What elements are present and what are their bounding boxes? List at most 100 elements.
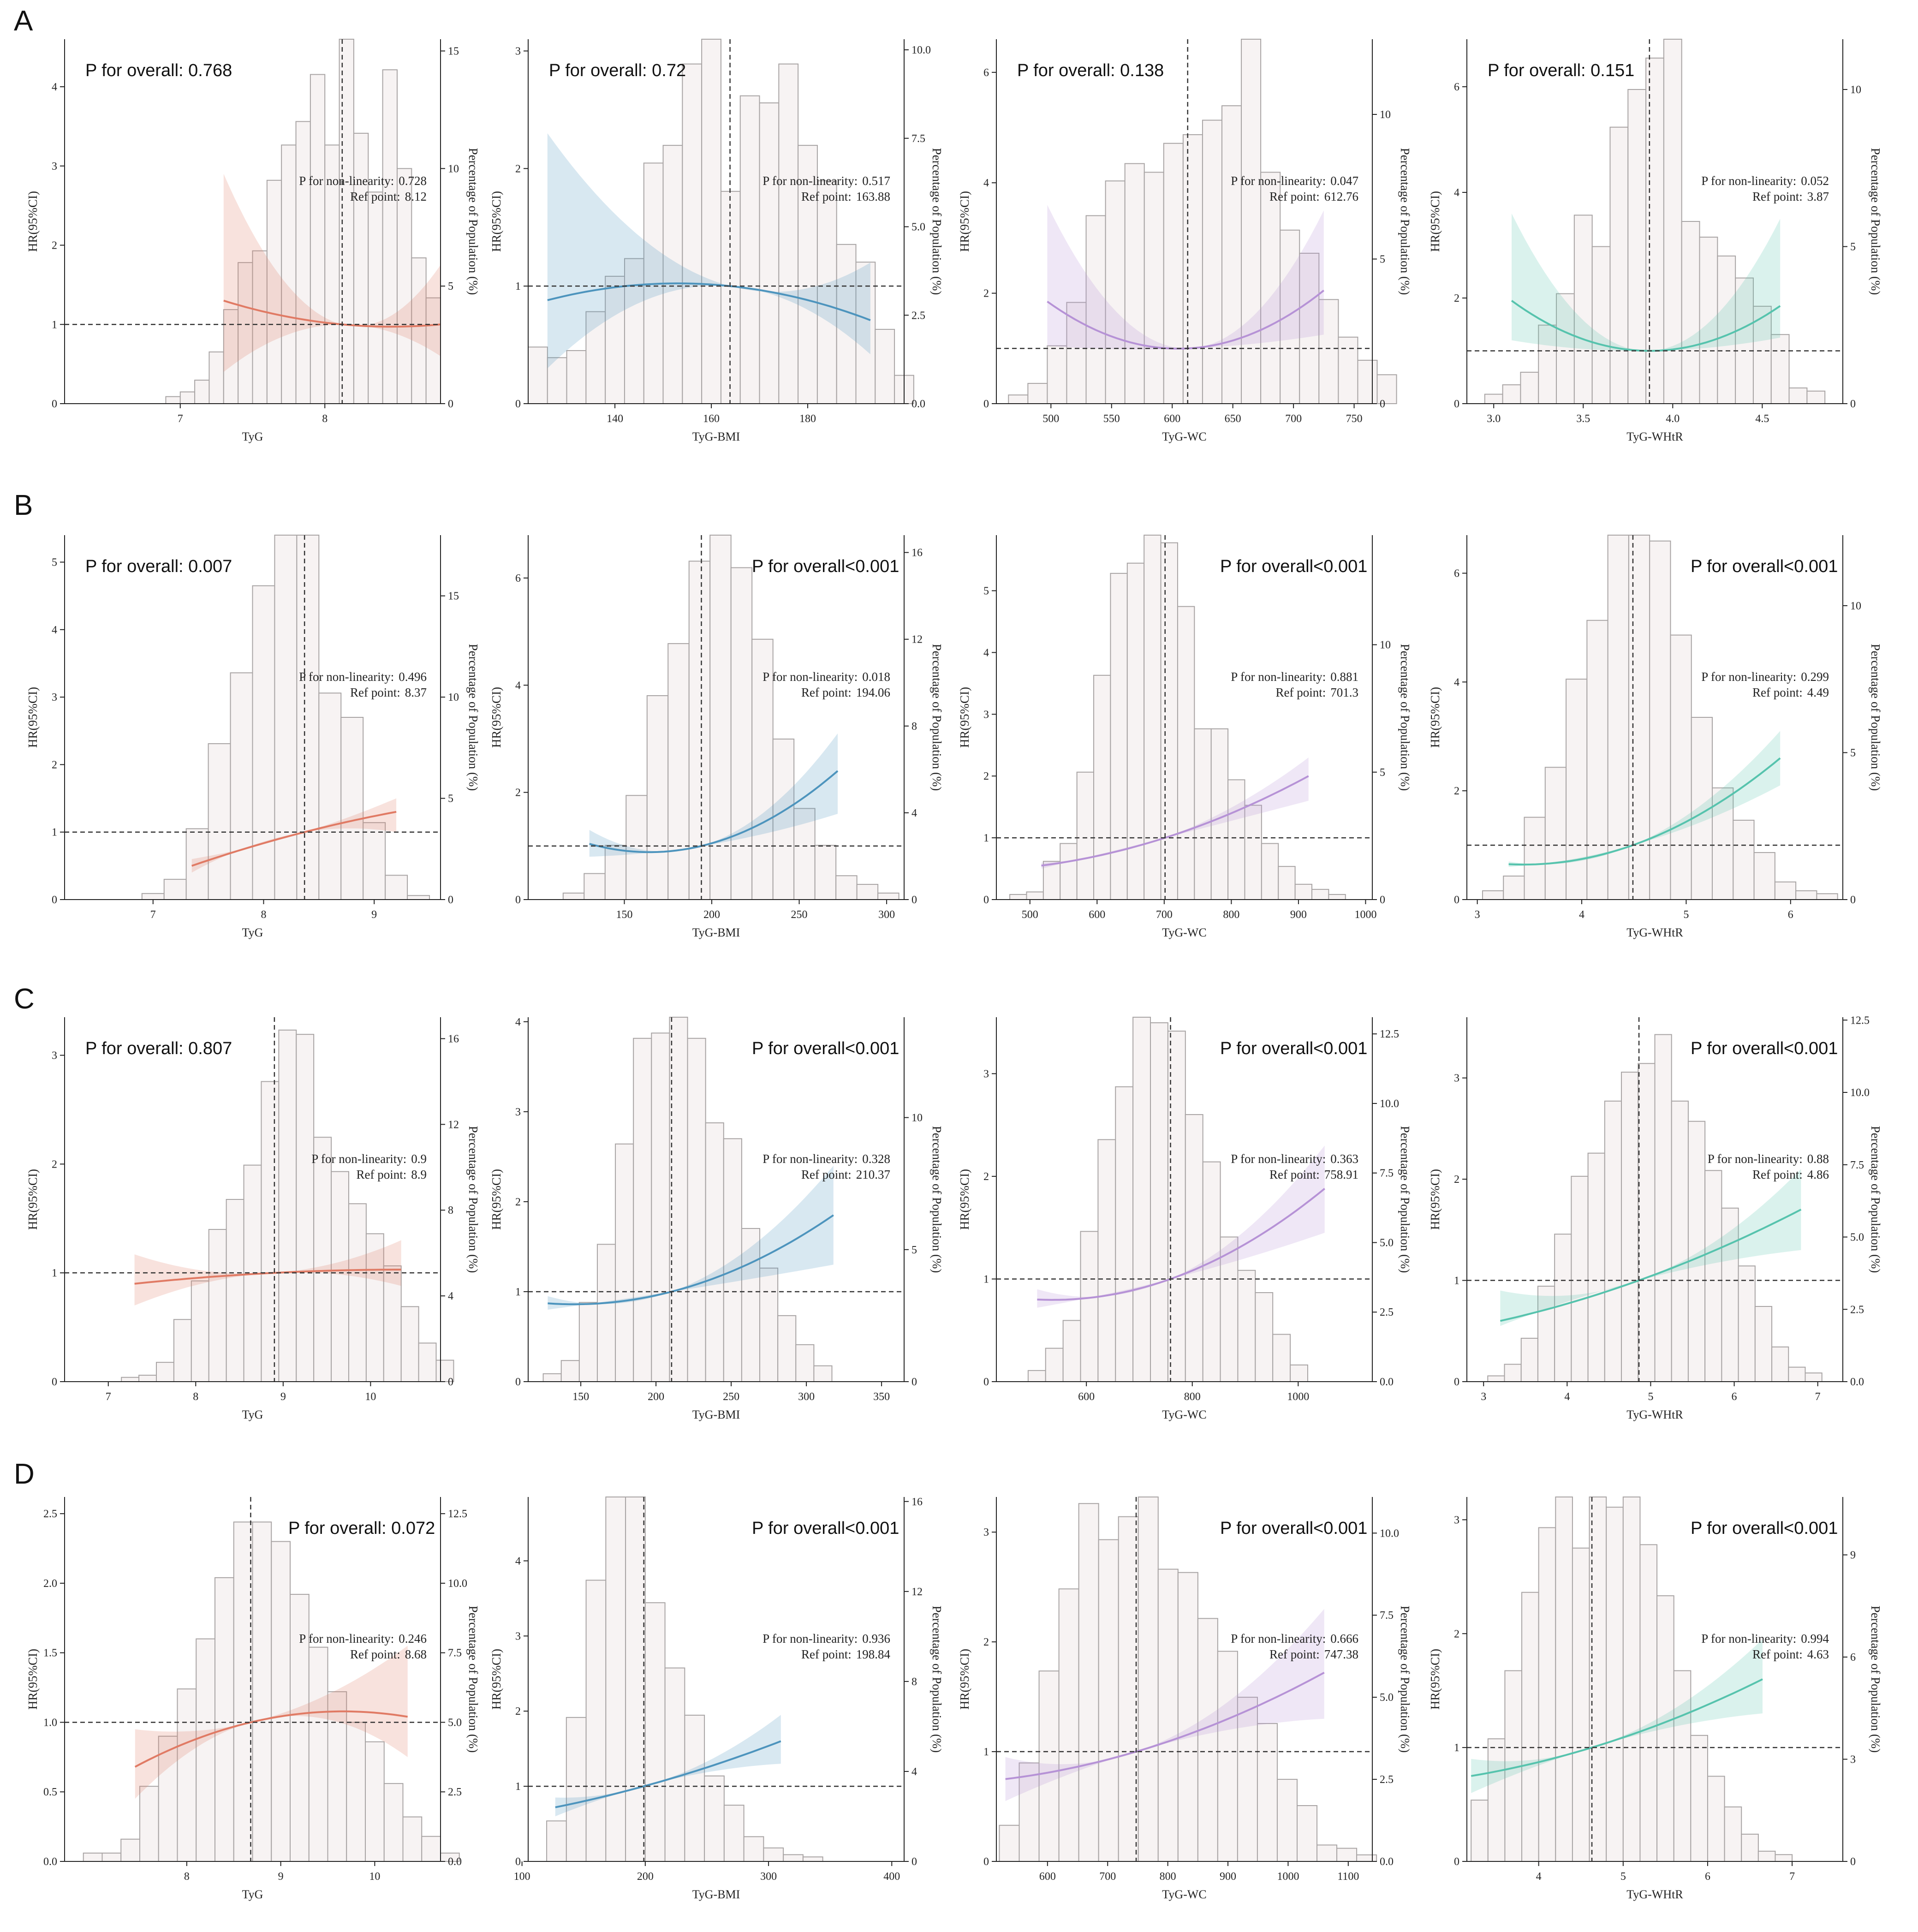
y2-tick-label: 0	[1850, 1856, 1856, 1868]
p-overall-text: P for overall: 0.807	[85, 1039, 232, 1058]
y-tick-label: 2.5	[43, 1508, 57, 1520]
x-tick-label: 600	[1039, 1871, 1056, 1883]
panel-d-tyg-wc: 600 700 800 900 1000 1100 0 1 2 3 0.0 2.5 5.0 7.5 10.0…	[958, 1497, 1412, 1901]
y2-tick-label: 7.5	[448, 1647, 462, 1659]
panel-a-tyg-whtr: 3.0 3.5 4.0 4.5 0 2 4 6 0 5 10 TyG-WHtR HR(95%CI) Per…	[1428, 39, 1882, 443]
y-tick-label: 1	[515, 1286, 521, 1298]
histogram-bar	[1144, 172, 1164, 404]
histogram-bar	[1328, 894, 1346, 900]
x-axis-label: TyG-WHtR	[1626, 430, 1683, 443]
x-tick-label: 600	[1078, 1391, 1095, 1403]
ref-point-value: 198.84	[856, 1647, 891, 1661]
histogram-bar	[233, 1521, 253, 1862]
y-axis-label: HR(95%CI)	[1428, 1169, 1442, 1230]
y-tick-label: 6	[1454, 568, 1459, 580]
x-tick-label: 3	[1475, 909, 1480, 921]
nonlinearity-label: P for non-linearity:	[1231, 1632, 1326, 1646]
hr-curve	[1005, 1671, 1325, 1780]
y2-tick-label: 5	[448, 280, 453, 292]
histogram-bar	[759, 1267, 779, 1382]
histogram-bar	[816, 180, 837, 404]
hr-curve	[1041, 775, 1309, 867]
confidence-band	[1471, 1639, 1763, 1793]
y2-tick-label: 4	[911, 1766, 917, 1778]
y-tick-label: 6	[983, 67, 989, 79]
y-tick-label: 1.5	[43, 1647, 57, 1659]
x-tick-label: 9	[278, 1871, 284, 1883]
x-tick-label: 700	[1099, 1871, 1116, 1883]
nonlinearity-value: 0.328	[862, 1152, 890, 1166]
x-tick-label: 700	[1156, 909, 1173, 921]
histogram-bar	[1299, 252, 1320, 404]
p-overall-text: P for overall: 0.72	[549, 61, 686, 80]
x-tick-label: 8	[322, 413, 328, 425]
x-tick-label: 5	[1683, 909, 1689, 921]
histogram-bar	[252, 1521, 272, 1862]
x-axis-label: TyG-BMI	[692, 430, 740, 443]
x-tick-label: 180	[799, 413, 816, 425]
y-tick-label: 2	[983, 288, 989, 300]
histogram-bar	[1093, 674, 1111, 900]
histogram-bar	[1060, 843, 1078, 900]
x-tick-label: 4	[1564, 1391, 1570, 1403]
y2-axis-label: Percentage of Population (%)	[930, 644, 944, 791]
histogram-bar	[585, 1580, 607, 1862]
histogram-bar	[1376, 374, 1397, 404]
histogram-bar	[814, 845, 837, 900]
histogram-bar	[547, 357, 567, 404]
x-tick-label: 800	[1223, 909, 1239, 921]
y-axis-label: HR(95%CI)	[958, 1169, 971, 1230]
y2-tick-label: 5	[1380, 254, 1385, 266]
histogram-bar	[163, 879, 187, 900]
y2-tick-label: 10	[448, 692, 459, 704]
histogram-bar	[310, 74, 326, 405]
y-tick-label: 2	[515, 787, 521, 799]
nonlinearity-label: P for non-linearity:	[299, 174, 394, 188]
histogram-bar	[385, 875, 408, 900]
histogram-bar	[1241, 39, 1262, 404]
ref-point-label: Ref point:	[1752, 1647, 1803, 1661]
histogram-bar	[1520, 1337, 1538, 1383]
p-overall-text: P for overall<0.001	[752, 1039, 899, 1058]
hr-curve	[134, 1710, 408, 1768]
histogram-bar	[418, 1342, 437, 1383]
y2-tick-label: 3	[1850, 1754, 1856, 1766]
nonlinearity-value: 0.299	[1801, 670, 1829, 684]
nonlinearity-value: 0.994	[1801, 1632, 1829, 1646]
histogram-bar	[1738, 1265, 1756, 1382]
panel-b-tyg-whtr: 3 4 5 6 0 2 4 6 0 5 10 TyG-WHtR HR(95%CI) Percentage …	[1428, 535, 1882, 939]
histogram-bar	[1754, 1306, 1773, 1382]
histogram-bar	[1311, 888, 1329, 900]
ref-point-label: Ref point:	[801, 1168, 852, 1181]
histogram-bar	[1757, 1850, 1776, 1862]
histogram-bar	[223, 309, 239, 404]
y-tick-label: 2	[52, 1158, 57, 1170]
histogram-bar	[340, 717, 364, 900]
x-axis-label: TyG-WC	[1162, 1888, 1206, 1901]
histogram-bar	[1126, 562, 1145, 900]
histogram-bar	[1628, 535, 1650, 900]
nonlinearity-value: 0.936	[862, 1632, 890, 1646]
histogram-bar	[1019, 1762, 1040, 1862]
x-tick-label: 9	[280, 1391, 286, 1403]
histogram-bar	[646, 695, 669, 900]
y-tick-label: 2	[1454, 1628, 1459, 1640]
p-overall-text: P for overall<0.001	[1220, 1039, 1367, 1058]
histogram-bar	[1202, 119, 1223, 404]
histogram-bar	[1078, 1503, 1099, 1862]
histogram-bar	[999, 1825, 1020, 1862]
nonlinearity-text: P for non-linearity: 0.517	[762, 174, 890, 188]
y-tick-label: 3	[52, 161, 57, 173]
ref-point-value: 194.06	[856, 686, 890, 699]
x-axis-label: TyG-BMI	[692, 926, 740, 939]
histogram-bar	[339, 39, 354, 404]
histogram-bar	[1076, 771, 1095, 900]
y2-tick-label: 0	[448, 1376, 453, 1388]
histogram-bar	[214, 1577, 234, 1862]
row-label-a: A	[14, 5, 33, 37]
y2-tick-label: 16	[448, 1033, 459, 1045]
histogram-bar	[1707, 1776, 1725, 1862]
ref-point-text: Ref point: 8.9	[357, 1168, 427, 1181]
y-axis-label: HR(95%CI)	[26, 1169, 40, 1230]
histogram-bar	[196, 1638, 215, 1862]
